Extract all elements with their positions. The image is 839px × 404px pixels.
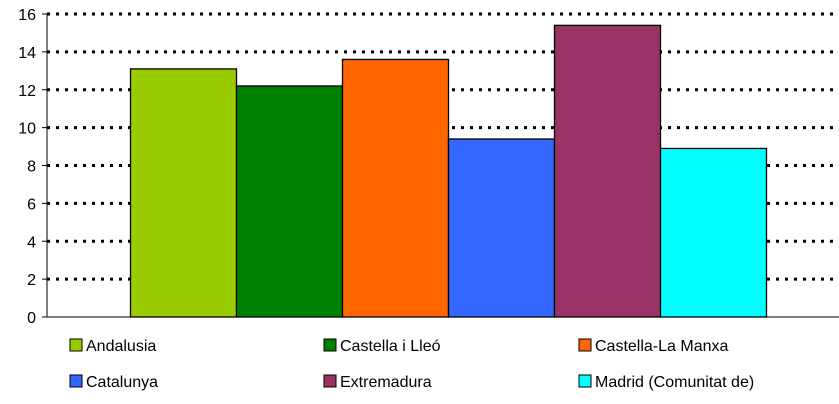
- legend-swatch: [323, 338, 337, 352]
- legend-swatch: [578, 374, 592, 388]
- legend-swatch: [69, 338, 83, 352]
- legend-item: Andalusia: [69, 338, 156, 355]
- bar-madrid-comunitat-de: [659, 147, 768, 318]
- bar-catalunya: [447, 138, 556, 318]
- y-tick-label: 4: [27, 234, 36, 251]
- y-tick-label: 6: [27, 196, 36, 213]
- legend-item: Catalunya: [69, 374, 158, 391]
- bars: [129, 24, 768, 318]
- bar-castella-i-lle: [235, 85, 344, 318]
- y-tick-label: 0: [27, 310, 36, 327]
- y-tick-label: 14: [18, 45, 36, 62]
- legend: Andalusia Castella i Lleó Castella-La Manx…: [69, 338, 754, 391]
- legend-label: Castella-La Manxa: [595, 338, 729, 355]
- bar-castella-la-manxa: [341, 58, 450, 318]
- y-tick-label: 10: [18, 121, 36, 138]
- bar-andalusia: [129, 68, 238, 318]
- bar-extremadura: [553, 24, 662, 318]
- legend-item: Castella-La Manxa: [578, 338, 729, 355]
- legend-swatch: [578, 338, 592, 352]
- legend-swatch: [323, 374, 337, 388]
- y-tick-label: 2: [27, 272, 36, 289]
- legend-item: Extremadura: [323, 374, 432, 391]
- legend-swatch: [69, 374, 83, 388]
- legend-label: Catalunya: [86, 374, 158, 391]
- legend-label: Castella i Lleó: [340, 338, 441, 355]
- axes: 0 2 4 6 8 10 12 14 16: [18, 7, 839, 327]
- legend-item: Madrid (Comunitat de): [578, 374, 754, 391]
- legend-label: Madrid (Comunitat de): [595, 374, 754, 391]
- y-tick-label: 8: [27, 159, 36, 176]
- y-tick-label: 12: [18, 83, 36, 100]
- y-tick-label: 16: [18, 7, 36, 24]
- legend-label: Andalusia: [86, 338, 156, 355]
- legend-item: Castella i Lleó: [323, 338, 441, 355]
- legend-label: Extremadura: [340, 374, 432, 391]
